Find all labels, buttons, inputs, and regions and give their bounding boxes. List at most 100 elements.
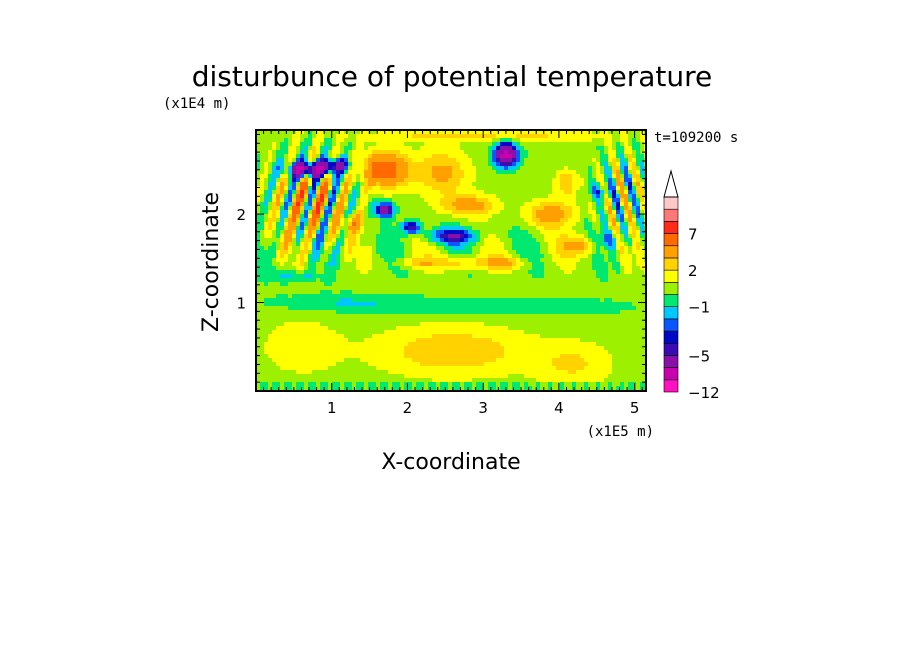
field-cell <box>592 162 597 167</box>
field-cell <box>304 190 309 195</box>
field-cell <box>336 258 341 263</box>
field-cell <box>328 154 333 159</box>
field-cell <box>284 238 289 243</box>
field-cell <box>488 286 493 291</box>
field-cell <box>368 286 373 291</box>
field-cell <box>284 154 289 159</box>
field-cell <box>436 134 441 139</box>
field-cell <box>488 282 493 287</box>
field-cell <box>480 166 485 171</box>
field-cell <box>396 278 401 283</box>
field-cell <box>440 274 445 279</box>
field-cell <box>280 226 285 231</box>
field-cell <box>420 178 425 183</box>
field-cell <box>520 178 525 183</box>
field-cell <box>388 242 393 247</box>
field-cell <box>268 242 273 247</box>
field-cell <box>376 270 381 275</box>
field-cell <box>400 286 405 291</box>
field-cell <box>588 210 593 215</box>
field-cell <box>540 214 545 219</box>
field-cell <box>372 254 377 259</box>
field-cell <box>580 194 585 199</box>
field-cell <box>436 186 441 191</box>
field-cell <box>388 270 393 275</box>
field-cell <box>264 178 269 183</box>
field-cell <box>292 218 297 223</box>
field-cell <box>356 130 361 135</box>
field-cell <box>460 302 465 307</box>
field-cell <box>424 154 429 159</box>
field-cell <box>548 290 553 295</box>
field-cell <box>376 202 381 207</box>
field-cell <box>612 134 617 139</box>
field-cell <box>612 242 617 247</box>
field-cell <box>388 134 393 139</box>
field-cell <box>408 162 413 167</box>
field-cell <box>452 238 457 243</box>
field-cell <box>540 134 545 139</box>
field-cell <box>460 278 465 283</box>
field-cell <box>388 202 393 207</box>
field-cell <box>536 162 541 167</box>
field-cell <box>408 282 413 287</box>
field-cell <box>520 166 525 171</box>
field-cell <box>336 206 341 211</box>
field-cell <box>544 282 549 287</box>
field-cell <box>444 142 449 147</box>
field-cell <box>296 142 301 147</box>
field-cell <box>304 230 309 235</box>
field-cell <box>564 298 569 303</box>
field-cell <box>340 158 345 163</box>
field-cell <box>532 242 537 247</box>
field-cell <box>476 142 481 147</box>
field-cell <box>304 194 309 199</box>
field-cell <box>604 282 609 287</box>
field-cell <box>512 242 517 247</box>
field-cell <box>408 230 413 235</box>
field-cell <box>536 222 541 227</box>
field-cell <box>468 262 473 267</box>
field-cell <box>564 330 569 335</box>
field-cell <box>272 170 277 175</box>
field-cell <box>536 186 541 191</box>
field-cell <box>532 182 537 187</box>
field-cell <box>448 134 453 139</box>
field-cell <box>408 186 413 191</box>
field-cell <box>436 246 441 251</box>
field-cell <box>612 170 617 175</box>
field-cell <box>264 254 269 259</box>
field-cell <box>328 322 333 327</box>
field-cell <box>356 166 361 171</box>
field-cell <box>368 326 373 331</box>
field-cell <box>296 322 301 327</box>
field-cell <box>328 318 333 323</box>
field-cell <box>512 154 517 159</box>
field-cell <box>452 326 457 331</box>
field-cell <box>368 186 373 191</box>
field-cell <box>456 154 461 159</box>
field-cell <box>288 234 293 239</box>
field-cell <box>500 178 505 183</box>
field-cell <box>624 306 629 311</box>
field-cell <box>556 278 561 283</box>
field-cell <box>636 198 641 203</box>
field-cell <box>312 250 317 255</box>
field-cell <box>428 158 433 163</box>
field-cell <box>516 130 521 135</box>
field-cell <box>260 202 265 207</box>
field-cell <box>304 174 309 179</box>
field-cell <box>260 210 265 215</box>
field-cell <box>416 130 421 135</box>
field-cell <box>612 262 617 267</box>
field-cell <box>276 286 281 291</box>
field-cell <box>600 158 605 163</box>
field-cell <box>476 314 481 319</box>
field-cell <box>480 294 485 299</box>
field-cell <box>284 286 289 291</box>
field-cell <box>376 166 381 171</box>
field-cell <box>308 306 313 311</box>
field-cell <box>292 306 297 311</box>
field-cell <box>300 290 305 295</box>
field-cell <box>376 210 381 215</box>
